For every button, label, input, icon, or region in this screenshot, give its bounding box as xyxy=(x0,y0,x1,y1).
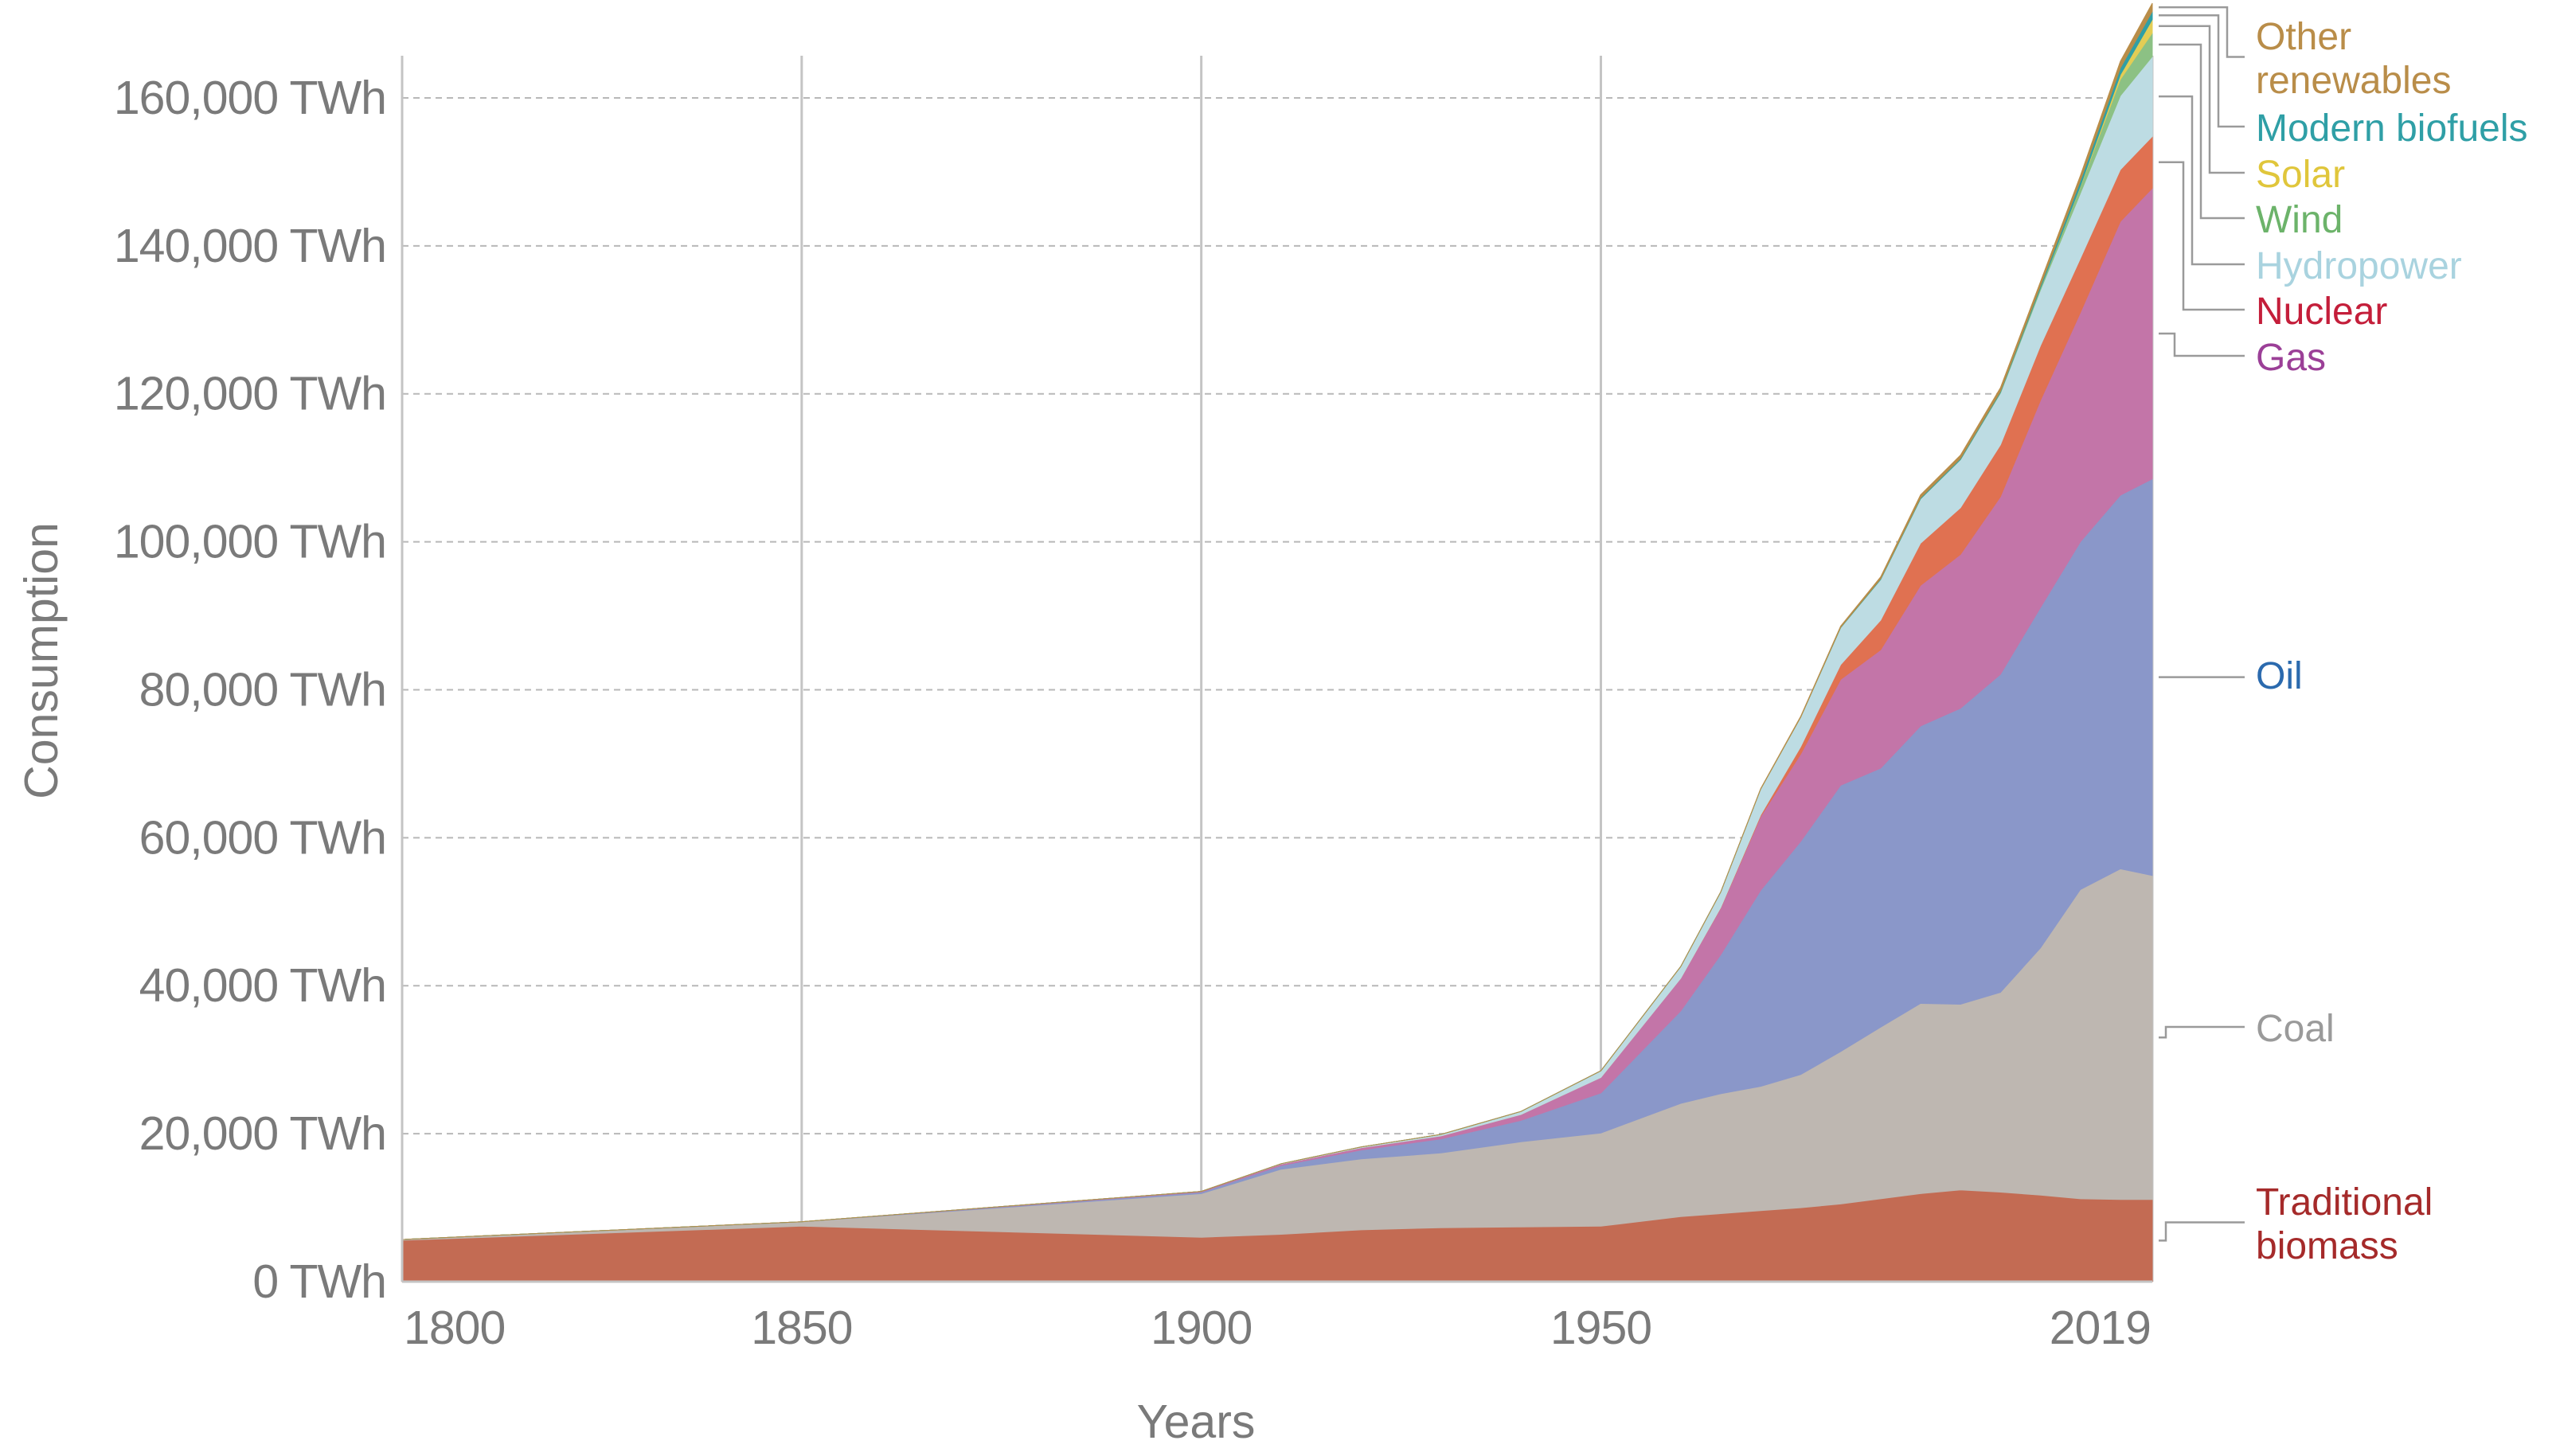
legend-label-line: biomass xyxy=(2256,1225,2398,1267)
legend-label-line: Traditional xyxy=(2256,1181,2433,1224)
legend-label-line: Wind xyxy=(2256,199,2343,241)
legend-label-gas: Gas xyxy=(2256,337,2326,379)
legend-label-line: Hydropower xyxy=(2256,245,2462,287)
legend-label-solar: Solar xyxy=(2256,154,2345,196)
y-tick-label: 100,000 TWh xyxy=(114,516,386,568)
legend-leader-wind xyxy=(2159,43,2245,220)
legend-leader-nuclear xyxy=(2159,161,2245,311)
legend-leader-coal xyxy=(2159,1025,2245,1039)
x-axis-title: Years xyxy=(1137,1395,1256,1448)
x-tick-label: 1850 xyxy=(751,1302,852,1354)
legend-leader-hydropower xyxy=(2159,95,2245,266)
legend-label-modern-biofuels: Modern biofuels xyxy=(2256,107,2528,150)
x-tick-label: 1950 xyxy=(1550,1302,1651,1354)
legend-label-nuclear: Nuclear xyxy=(2256,291,2387,333)
legend-leader-solar xyxy=(2159,25,2245,174)
y-tick-label: 120,000 TWh xyxy=(114,368,386,420)
y-tick-labels: 0 TWh 20,000 TWh 40,000 TWh 60,000 TWh 80,00… xyxy=(114,72,387,1308)
area-other-renewables xyxy=(401,2,2153,1240)
legend-label-line: Coal xyxy=(2256,1008,2335,1050)
x-tick-label: 1900 xyxy=(1151,1302,1252,1354)
y-tick-label: 60,000 TWh xyxy=(139,811,386,864)
legend: Other renewables Modern biofuelsSolarWindH… xyxy=(2159,6,2528,1267)
axes xyxy=(401,56,2152,1283)
y-tick-label: 20,000 TWh xyxy=(139,1107,386,1160)
legend-label-line: Modern biofuels xyxy=(2256,107,2528,150)
legend-label-coal: Coal xyxy=(2256,1008,2335,1050)
legend-label-wind: Wind xyxy=(2256,199,2343,241)
legend-label-line: Gas xyxy=(2256,337,2326,379)
legend-label-line: Other xyxy=(2256,16,2351,58)
legend-label-line: Nuclear xyxy=(2256,291,2387,333)
y-tick-label: 40,000 TWh xyxy=(139,959,386,1012)
legend-label-other-renewables: Other renewables xyxy=(2256,16,2451,102)
legend-label-oil: Oil xyxy=(2256,655,2303,697)
legend-leader-gas xyxy=(2159,332,2245,357)
legend-label-line: Oil xyxy=(2256,655,2303,697)
legend-label-line: renewables xyxy=(2256,60,2451,102)
legend-leader-modern-biofuels xyxy=(2159,14,2245,128)
legend-label-line: Solar xyxy=(2256,154,2345,196)
legend-label-hydropower: Hydropower xyxy=(2256,245,2462,287)
x-tick-label: 2019 xyxy=(2050,1302,2151,1354)
y-axis-title: Consumption xyxy=(15,522,68,799)
legend-label-traditional-biomass: Traditional biomass xyxy=(2256,1181,2433,1267)
legend-leader-traditional-biomass xyxy=(2159,1221,2245,1242)
stacked-areas xyxy=(401,2,2153,1282)
y-tick-label: 140,000 TWh xyxy=(114,220,386,272)
x-tick-label: 1800 xyxy=(404,1302,505,1354)
x-tick-labels: 1800 1850 1900 1950 2019 xyxy=(404,1302,2151,1354)
y-tick-label: 0 TWh xyxy=(252,1255,386,1308)
y-tick-label: 80,000 TWh xyxy=(139,663,386,716)
y-tick-label: 160,000 TWh xyxy=(114,72,386,124)
legend-leader-other-renewables xyxy=(2159,6,2245,58)
